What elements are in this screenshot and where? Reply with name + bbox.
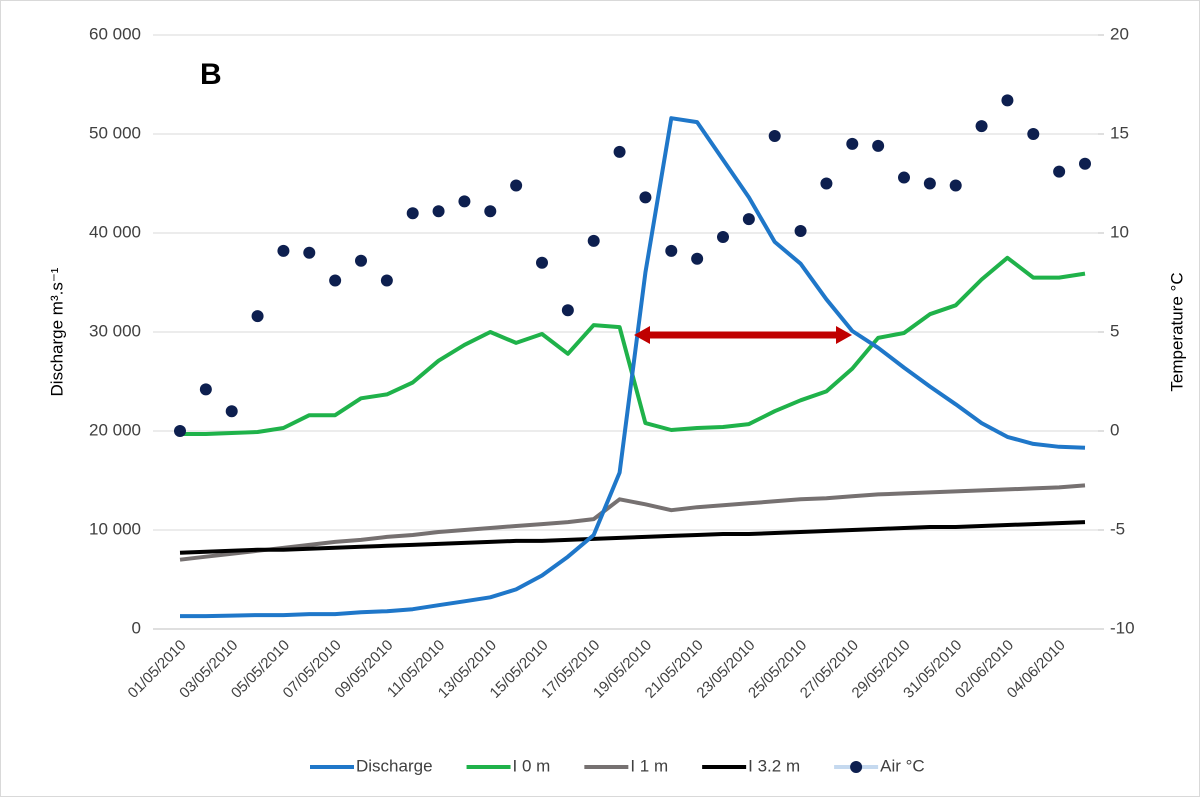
y-tick-label: 50 000	[89, 123, 141, 142]
air-temp-point	[794, 225, 807, 238]
air-temp-point	[432, 205, 445, 218]
air-temp-point	[923, 177, 936, 190]
y2-tick-label: -10	[1110, 618, 1135, 637]
y2-axis-title: Temperature °C	[1167, 272, 1186, 391]
air-temp-point	[846, 137, 859, 150]
air-temp-point	[355, 254, 367, 267]
air-temp-point	[1053, 165, 1066, 178]
y-tick-label: 0	[132, 618, 141, 637]
y-tick-label: 40 000	[89, 222, 141, 241]
air-temp-point	[199, 383, 212, 396]
air-temp-point	[1079, 157, 1091, 170]
legend: Discharge I 0 m I 1 m I 3.2 m Air °C	[310, 756, 925, 775]
air-temp-point	[949, 179, 962, 192]
air-temp-point	[406, 207, 419, 220]
air-temp-point	[458, 195, 471, 208]
plot	[174, 94, 1091, 619]
air-temp-point	[303, 246, 316, 259]
air-temp-point	[639, 191, 652, 204]
y2-tick-label: 10	[1110, 222, 1129, 241]
air-temp-point	[174, 425, 186, 437]
air-temp-point	[277, 244, 290, 257]
air-temp-point	[742, 213, 755, 226]
air-temp-point	[665, 244, 678, 257]
y-tick-label: 60 000	[89, 24, 141, 43]
y2-tick-label: 0	[1110, 420, 1119, 439]
legend-marker	[850, 761, 863, 773]
air-temp-point	[872, 139, 885, 152]
air-temp-point	[898, 171, 910, 184]
legend-label: I 3.2 m	[748, 756, 800, 775]
series-line	[179, 483, 1086, 562]
panel-label: B	[200, 58, 222, 91]
arrow	[634, 326, 852, 344]
air-temp-point	[691, 252, 704, 265]
legend-label: Discharge	[356, 756, 433, 775]
legend-label: I 1 m	[630, 756, 668, 775]
y2-tick-label: 15	[1110, 123, 1129, 142]
air-temp-point	[1001, 94, 1014, 107]
air-temp-point	[380, 274, 393, 287]
legend-label: Air °C	[880, 756, 925, 775]
air-temp-point	[1027, 128, 1040, 140]
air-temp-point	[561, 304, 574, 317]
air-temp-point	[484, 205, 497, 218]
series-line	[179, 520, 1086, 555]
air-temp-point	[820, 177, 833, 190]
air-temp-point	[251, 310, 264, 323]
air-temp-point	[975, 120, 988, 133]
air-temp-point	[510, 179, 523, 192]
air-temp-point	[768, 129, 781, 142]
series-line	[180, 116, 1086, 619]
y2-tick-label: 20	[1110, 24, 1129, 43]
air-temp-point	[536, 256, 548, 269]
air-temp-point	[613, 145, 626, 158]
air-temp-point	[329, 274, 342, 287]
y-tick-label: 30 000	[89, 321, 141, 340]
air-temp-point	[225, 405, 238, 418]
y-tick-label: 20 000	[89, 420, 141, 439]
y-axis-title: Discharge m³.s⁻¹	[47, 267, 66, 396]
y-tick-label: 10 000	[89, 519, 141, 538]
legend-label: I 0 m	[513, 756, 551, 775]
air-temp-point	[717, 230, 729, 243]
air-temp-point	[587, 234, 600, 247]
y2-tick-label: -5	[1110, 519, 1125, 538]
y2-tick-label: 5	[1110, 321, 1119, 340]
